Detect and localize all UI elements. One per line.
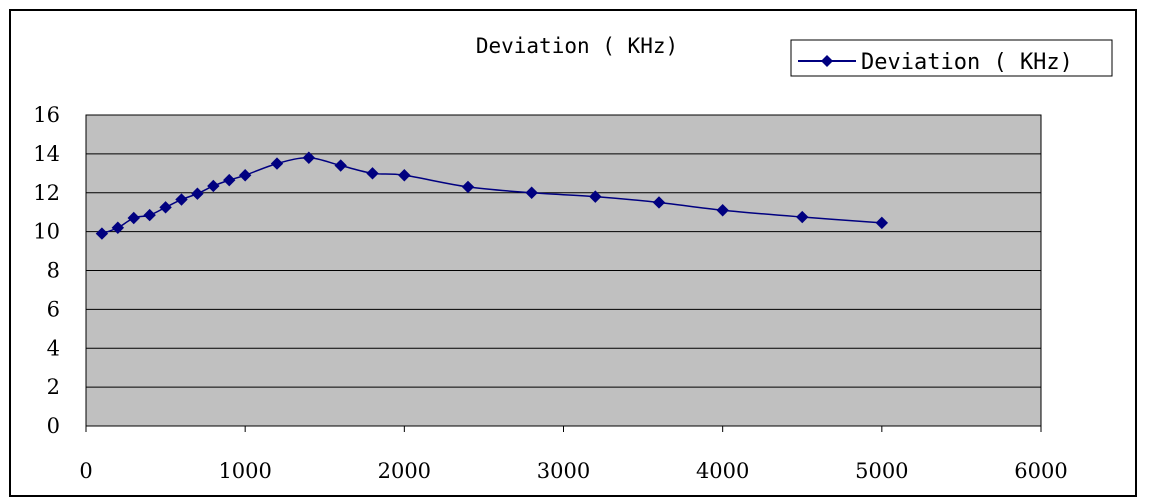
legend-entry-deviation: Deviation ( KHz): [861, 50, 1073, 75]
data-point-marker: [398, 169, 411, 182]
x-tick-label: 3000: [537, 459, 590, 483]
y-axis-ticks: 0 2 4 6 8 10 12 14 16: [33, 103, 60, 438]
data-point-marker: [127, 211, 140, 225]
data-point-marker: [207, 179, 220, 193]
series-deviation: [95, 151, 889, 240]
data-point-marker: [175, 193, 188, 206]
x-tick-label: 2000: [378, 459, 431, 483]
data-point-marker: [366, 167, 379, 180]
y-tick-label: 6: [47, 297, 60, 321]
gridlines: [86, 153, 1041, 388]
data-point-marker: [191, 187, 204, 200]
data-point-marker: [111, 221, 125, 234]
data-point-marker: [652, 196, 666, 209]
series-line: [101, 157, 882, 235]
y-tick-label: 12: [33, 181, 60, 205]
x-tick-label: 6000: [1014, 459, 1067, 483]
data-point-marker: [270, 157, 284, 170]
data-point-marker: [589, 190, 602, 203]
y-tick-label: 2: [47, 375, 60, 399]
x-tick-label: 0: [79, 459, 92, 483]
y-tick-label: 8: [47, 259, 60, 283]
y-tick-label: 14: [33, 142, 60, 166]
data-point-marker: [95, 227, 109, 240]
x-axis-ticks: 0 1000 2000 3000 4000 5000 6000: [79, 426, 1068, 483]
data-point-marker: [875, 216, 889, 230]
data-point-marker: [143, 208, 156, 222]
data-point-marker: [302, 151, 316, 164]
legend-marker-swatch: [821, 55, 833, 67]
data-point-marker: [334, 159, 347, 172]
legend: Deviation ( KHz): [790, 39, 1113, 77]
data-point-marker: [461, 180, 475, 194]
chart-title: Deviation ( KHz): [476, 34, 678, 58]
data-point-marker: [525, 186, 538, 199]
data-point-marker: [223, 173, 236, 187]
data-point-marker: [796, 210, 809, 224]
y-tick-label: 16: [33, 103, 60, 127]
x-tick-label: 5000: [855, 459, 908, 483]
data-point-marker: [159, 201, 172, 214]
legend-box: [790, 39, 1113, 77]
y-tick-label: 0: [47, 414, 60, 438]
y-tick-label: 4: [47, 336, 60, 360]
x-tick-label: 1000: [218, 459, 271, 483]
data-point-marker: [716, 204, 729, 217]
data-point-marker: [238, 169, 252, 182]
y-tick-label: 10: [33, 220, 60, 244]
x-tick-label: 4000: [696, 459, 749, 483]
